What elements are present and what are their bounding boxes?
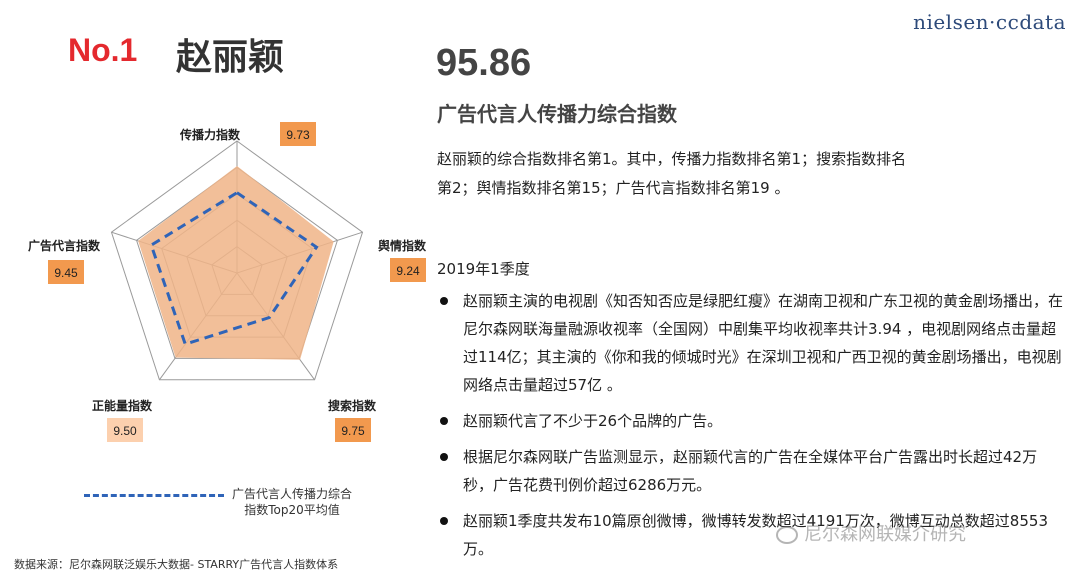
radar-chart: 传播力指数 9.73 舆情指数 9.24 搜索指数 9.75 正能量指数 9.50 广告代言指数… — [28, 122, 427, 442]
value-label: 9.50 — [113, 424, 137, 438]
value-badge — [390, 258, 426, 282]
wechat-watermark: 尼尔森网联媒介研究 — [776, 520, 966, 546]
highlights-list: 赵丽颖主演的电视剧《知否知否应是绿肥红瘦》在湖南卫视和广东卫视的黄金剧场播出，在… — [437, 287, 1067, 571]
axis-label: 广告代言指数 — [28, 238, 101, 253]
value-badge — [335, 418, 371, 442]
score-subtitle: 广告代言人传播力综合指数 — [437, 102, 677, 126]
axis-label: 舆情指数 — [378, 238, 427, 253]
axis-label: 传播力指数 — [179, 127, 241, 142]
list-item: 根据尼尔森网联广告监测显示，赵丽颖代言的广告在全媒体平台广告露出时长超过42万秒… — [437, 443, 1067, 499]
axis-label: 搜索指数 — [328, 398, 377, 413]
rank-label: No.1 — [68, 32, 138, 68]
legend-label: 广告代言人传播力综合指数Top20平均值 — [232, 487, 353, 517]
celebrity-name: 赵丽颖 — [176, 37, 285, 78]
value-label: 9.45 — [54, 266, 78, 280]
value-label: 9.24 — [396, 264, 420, 278]
value-badge — [48, 260, 84, 284]
list-item: 赵丽颖代言了不少于26个品牌的广告。 — [437, 407, 1067, 435]
data-source: 数据来源：尼尔森网联泛娱乐大数据- STARRY广告代言人指数体系 — [14, 558, 339, 571]
composite-score: 95.86 — [436, 42, 532, 84]
summary-text: 赵丽颖的综合指数排名第1。其中，传播力指数排名第1；搜索指数排名第2；舆情指数排… — [437, 150, 907, 197]
axis-label: 正能量指数 — [92, 398, 153, 413]
radar-series-dashed-line — [149, 190, 319, 347]
radar-grid-ring — [110, 140, 364, 381]
watermark-text: 尼尔森网联媒介研究 — [804, 524, 966, 545]
list-item: 赵丽颖主演的电视剧《知否知否应是绿肥红瘦》在湖南卫视和广东卫视的黄金剧场播出，在… — [437, 287, 1067, 399]
period-label: 2019年1季度 — [437, 260, 530, 278]
list-item: 赵丽颖1季度共发布10篇原创微博，微博转发数超过4191万次，微博互动总数超过8… — [437, 507, 1067, 563]
value-badge — [280, 122, 316, 146]
nielsen-ccdata-logo: nielsen·ccdata — [913, 10, 1066, 34]
wechat-icon — [776, 526, 798, 544]
radar-series-area — [138, 165, 334, 360]
value-label: 9.75 — [341, 424, 365, 438]
legend-dashed-line — [84, 494, 224, 497]
value-badge — [107, 418, 143, 442]
value-label: 9.73 — [286, 128, 310, 142]
